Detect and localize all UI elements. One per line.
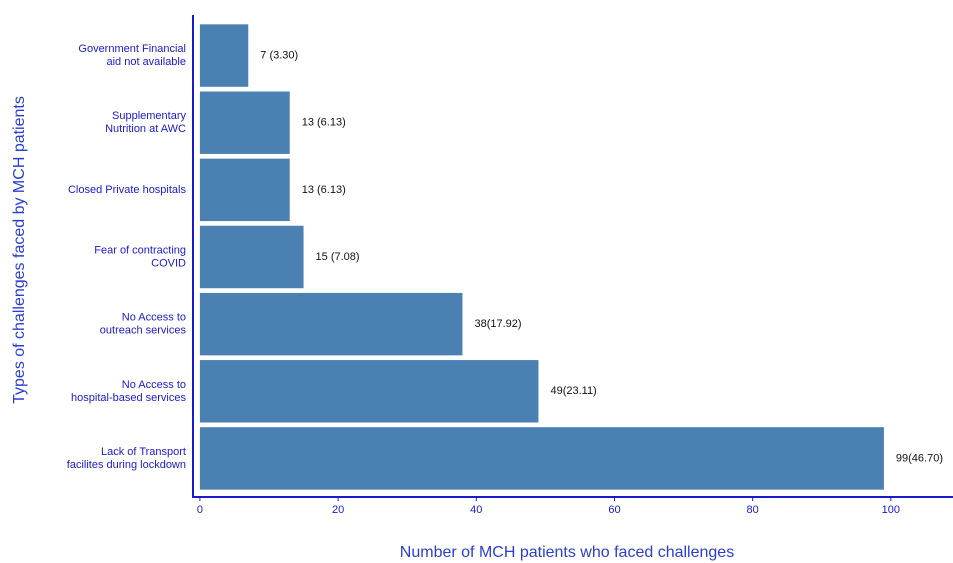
- x-tick-label: 40: [470, 504, 482, 516]
- y-tick-label: Government Financial aid not available: [78, 43, 186, 68]
- data-label: 7 (3.30): [260, 49, 298, 61]
- y-tick-label: Fear of contracting COVID: [94, 244, 186, 269]
- y-axis-title: Types of challenges faced by MCH patient…: [11, 96, 28, 404]
- y-tick-label: Supplementary Nutrition at AWC: [105, 110, 186, 135]
- bar: [199, 427, 884, 490]
- x-tick-label: 100: [882, 504, 900, 516]
- x-tick-label: 20: [332, 504, 344, 516]
- x-tick-label: 0: [197, 504, 203, 516]
- data-label: 99(46.70): [896, 452, 943, 464]
- y-tick-label: No Access to outreach services: [100, 312, 187, 337]
- bar: [199, 91, 290, 154]
- data-label: 15 (7.08): [316, 251, 360, 263]
- data-label: 13 (6.13): [302, 184, 346, 196]
- bar: [199, 360, 539, 423]
- bar: [199, 24, 249, 87]
- data-label: 38(17.92): [474, 318, 521, 330]
- bar: [199, 158, 290, 222]
- bar: [199, 292, 463, 356]
- data-label: 49(23.11): [550, 385, 596, 397]
- data-label: 13 (6.13): [302, 117, 346, 129]
- y-tick-label: Lack of Transport facilites during lockdo…: [67, 446, 186, 471]
- x-tick-label: 80: [747, 504, 759, 516]
- x-tick-label: 60: [608, 504, 620, 516]
- y-tick-label: Closed Private hospitals: [68, 184, 187, 196]
- x-axis-title: Number of MCH patients who faced challen…: [400, 544, 734, 561]
- y-tick-label: No Access to hospital-based services: [71, 379, 186, 404]
- bar: [199, 225, 304, 289]
